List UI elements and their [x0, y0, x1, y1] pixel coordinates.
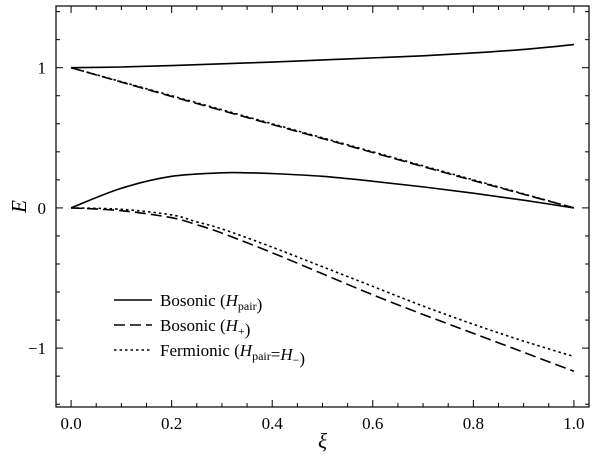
series-line-solid-0 — [71, 43, 574, 69]
legend-label-dashed: Bosonic (H+) — [160, 316, 250, 339]
series-line-dotted-5 — [71, 207, 575, 358]
y-tick-label: −1 — [28, 339, 46, 358]
series-line-dotted-4 — [70, 66, 575, 209]
x-tick-label: 0.4 — [262, 414, 284, 433]
x-tick-label: 0.8 — [463, 414, 484, 433]
x-tick-label: 0.0 — [60, 414, 81, 433]
y-tick-label: 0 — [38, 199, 47, 218]
x-tick-label: 0.6 — [362, 414, 383, 433]
series-line-solid-1 — [70, 171, 575, 209]
series-line-dashed-2 — [70, 66, 575, 209]
legend-label-dotted: Fermionic (Hpair=H−) — [160, 341, 305, 368]
ticks-layer: 0.0 0.2 0.4 0.6 0.8 1.0 −1 0 1 — [28, 6, 589, 433]
legend-label-solid: Bosonic (Hpair) — [160, 291, 262, 314]
series-line-dashed-3 — [71, 207, 575, 372]
y-tick-label: 1 — [38, 59, 47, 78]
x-tick-label: 1.0 — [563, 414, 584, 433]
x-axis-label: ξ — [318, 429, 327, 453]
legend: Bosonic (Hpair)Bosonic (H+)Fermionic (Hp… — [114, 291, 305, 368]
x-tick-label: 0.2 — [161, 414, 182, 433]
curves-layer — [70, 43, 575, 372]
y-axis-label: E — [7, 200, 31, 214]
